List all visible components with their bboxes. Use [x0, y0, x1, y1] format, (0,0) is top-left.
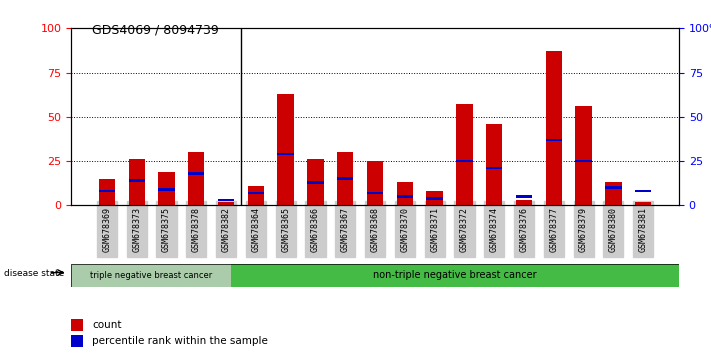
Bar — [218, 202, 235, 205]
Bar — [605, 182, 621, 205]
Bar — [159, 172, 175, 205]
Bar — [247, 192, 264, 194]
Bar — [397, 182, 413, 205]
Bar — [635, 190, 651, 193]
Bar — [635, 202, 651, 205]
Bar — [218, 199, 235, 201]
Bar — [277, 153, 294, 155]
Bar — [575, 106, 592, 205]
Bar — [188, 152, 205, 205]
Bar — [367, 192, 383, 194]
Bar — [159, 188, 175, 191]
Bar — [486, 167, 503, 170]
Bar — [456, 160, 473, 162]
Bar — [307, 159, 324, 205]
Bar — [71, 335, 83, 347]
Text: count: count — [92, 320, 122, 330]
Bar — [575, 160, 592, 162]
Bar — [71, 319, 83, 331]
Bar — [337, 152, 353, 205]
Bar — [307, 181, 324, 184]
Bar — [427, 191, 443, 205]
Text: percentile rank within the sample: percentile rank within the sample — [92, 336, 268, 346]
Text: non-triple negative breast cancer: non-triple negative breast cancer — [373, 270, 537, 280]
Bar — [486, 124, 503, 205]
Bar — [367, 161, 383, 205]
Bar — [277, 94, 294, 205]
Bar — [99, 190, 115, 193]
Text: disease state: disease state — [4, 269, 64, 278]
Bar — [605, 186, 621, 189]
Bar — [545, 51, 562, 205]
Text: triple negative breast cancer: triple negative breast cancer — [90, 271, 212, 280]
Bar — [337, 177, 353, 180]
Bar — [231, 264, 679, 287]
Bar — [71, 264, 231, 287]
Bar — [397, 195, 413, 198]
Bar — [247, 186, 264, 205]
Text: GDS4069 / 8094739: GDS4069 / 8094739 — [92, 23, 219, 36]
Bar — [188, 172, 205, 175]
Bar — [515, 200, 533, 205]
Bar — [456, 104, 473, 205]
Bar — [545, 138, 562, 141]
Bar — [129, 179, 145, 182]
Bar — [515, 195, 533, 198]
Bar — [427, 197, 443, 200]
Bar — [129, 159, 145, 205]
Bar — [99, 179, 115, 205]
